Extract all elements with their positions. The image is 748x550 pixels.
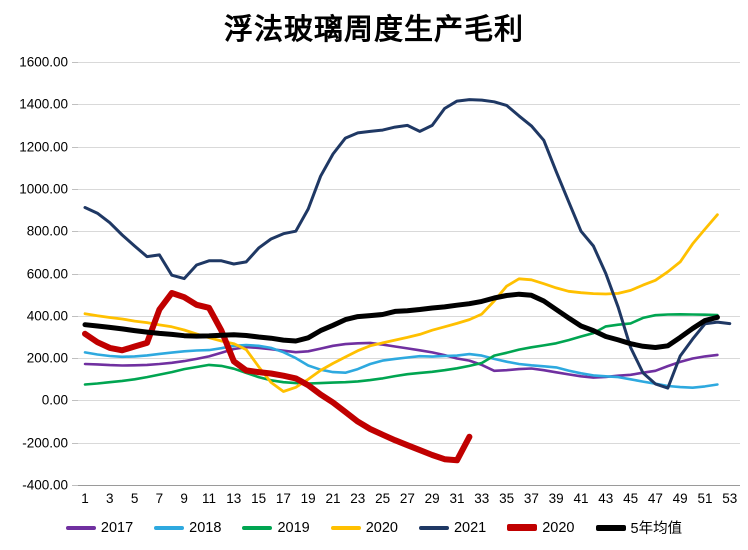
legend-label: 2020 xyxy=(365,519,398,536)
gridline xyxy=(78,146,740,148)
x-axis-label: 43 xyxy=(598,491,614,506)
y-axis-label: 600.00 xyxy=(26,266,68,281)
x-axis-label: 49 xyxy=(672,491,688,506)
legend-swatch-icon xyxy=(595,524,626,531)
y-tick-mark xyxy=(72,400,78,402)
chart-line-2017-0 xyxy=(83,341,719,379)
x-axis-label: 23 xyxy=(350,491,366,506)
y-axis-label: 0.00 xyxy=(41,392,68,408)
legend-item-5年均值-6: 5年均值 xyxy=(595,517,683,538)
y-tick-mark xyxy=(72,273,78,275)
x-axis-label: 21 xyxy=(325,491,341,506)
legend-item-2020-5: 2020 xyxy=(507,519,575,536)
y-axis-label: 800.00 xyxy=(26,223,68,239)
x-axis-label: 5 xyxy=(130,491,139,506)
y-tick-mark xyxy=(72,62,78,63)
y-axis-label: 1200.00 xyxy=(19,139,68,155)
y-tick-mark xyxy=(72,104,78,106)
legend-label: 2017 xyxy=(100,519,134,536)
legend: 2017 2018 2019 2020 2021 2020 5年均值 xyxy=(0,517,748,538)
x-axis-label: 35 xyxy=(499,491,515,506)
legend-item-2018-1: 2018 xyxy=(154,520,221,536)
chart-line-2019-2 xyxy=(83,312,719,386)
legend-label: 2018 xyxy=(189,519,222,536)
x-axis-label: 37 xyxy=(523,491,539,506)
x-axis-label: 13 xyxy=(226,491,242,506)
y-tick-mark xyxy=(72,442,78,444)
chart-line-2020-3 xyxy=(83,213,719,393)
x-axis-label: 27 xyxy=(399,491,415,506)
gridline xyxy=(78,188,740,190)
legend-swatch-icon xyxy=(418,525,449,530)
x-axis-label: 17 xyxy=(275,491,291,506)
x-axis-label: 3 xyxy=(106,491,114,506)
x-axis-label: 51 xyxy=(697,491,713,506)
y-tick-mark xyxy=(72,485,78,486)
x-axis-label: 9 xyxy=(180,491,188,506)
x-axis-label: 11 xyxy=(201,491,217,506)
y-tick-mark xyxy=(72,188,78,190)
chart-line-2018-1 xyxy=(83,343,719,390)
legend-swatch-icon xyxy=(242,525,273,530)
y-tick-mark xyxy=(72,146,78,148)
chart-line-5年均值-6 xyxy=(82,291,720,350)
legend-item-2017-0: 2017 xyxy=(65,519,134,536)
chart-line-2020-5 xyxy=(82,290,473,464)
x-axis-label: 41 xyxy=(573,491,589,506)
gridline xyxy=(78,315,740,317)
legend-item-2021-4: 2021 xyxy=(418,519,487,536)
legend-label: 2021 xyxy=(453,519,487,536)
chart-title: 浮法玻璃周度生产毛利 xyxy=(223,14,524,46)
x-axis-label: 1 xyxy=(81,491,89,506)
chart-line-2021-4 xyxy=(83,98,732,390)
legend-swatch-icon xyxy=(65,525,96,530)
x-axis-label: 7 xyxy=(155,491,164,506)
x-axis-label: 29 xyxy=(424,491,440,506)
x-axis-label: 19 xyxy=(300,491,316,506)
gridline xyxy=(78,231,740,233)
legend-item-2019-2: 2019 xyxy=(242,519,310,536)
gridline xyxy=(78,62,740,63)
legend-swatch-icon xyxy=(507,524,538,531)
x-axis-label: 53 xyxy=(722,491,738,506)
y-axis-label: 400.00 xyxy=(26,308,68,324)
gridline xyxy=(78,273,740,275)
y-axis-label: -400.00 xyxy=(22,477,68,493)
x-axis-line xyxy=(78,485,740,486)
legend-label: 5年均值 xyxy=(630,521,683,537)
x-axis-label: 31 xyxy=(449,491,465,506)
y-axis-label: 1600.00 xyxy=(19,54,68,70)
gridline xyxy=(78,104,740,106)
x-axis-label: 25 xyxy=(375,491,391,506)
legend-label: 2019 xyxy=(277,519,310,536)
legend-item-2020-3: 2020 xyxy=(330,519,398,536)
y-tick-mark xyxy=(72,358,78,360)
y-axis-label: 1400.00 xyxy=(19,96,68,112)
y-axis-label: 1000.00 xyxy=(19,181,68,197)
x-axis-label: 47 xyxy=(647,491,663,506)
legend-swatch-icon xyxy=(330,525,361,530)
y-tick-mark xyxy=(72,231,78,233)
x-axis-label: 33 xyxy=(474,491,490,506)
y-tick-mark xyxy=(72,315,78,317)
x-axis-label: 15 xyxy=(251,491,267,506)
legend-label: 2020 xyxy=(542,519,575,536)
x-axis-label: 45 xyxy=(623,491,639,506)
y-axis-label: 200.00 xyxy=(26,350,68,366)
legend-swatch-icon xyxy=(154,525,185,530)
y-axis-label: -200.00 xyxy=(22,435,68,451)
x-axis-label: 39 xyxy=(548,491,564,506)
gridline xyxy=(78,400,740,402)
